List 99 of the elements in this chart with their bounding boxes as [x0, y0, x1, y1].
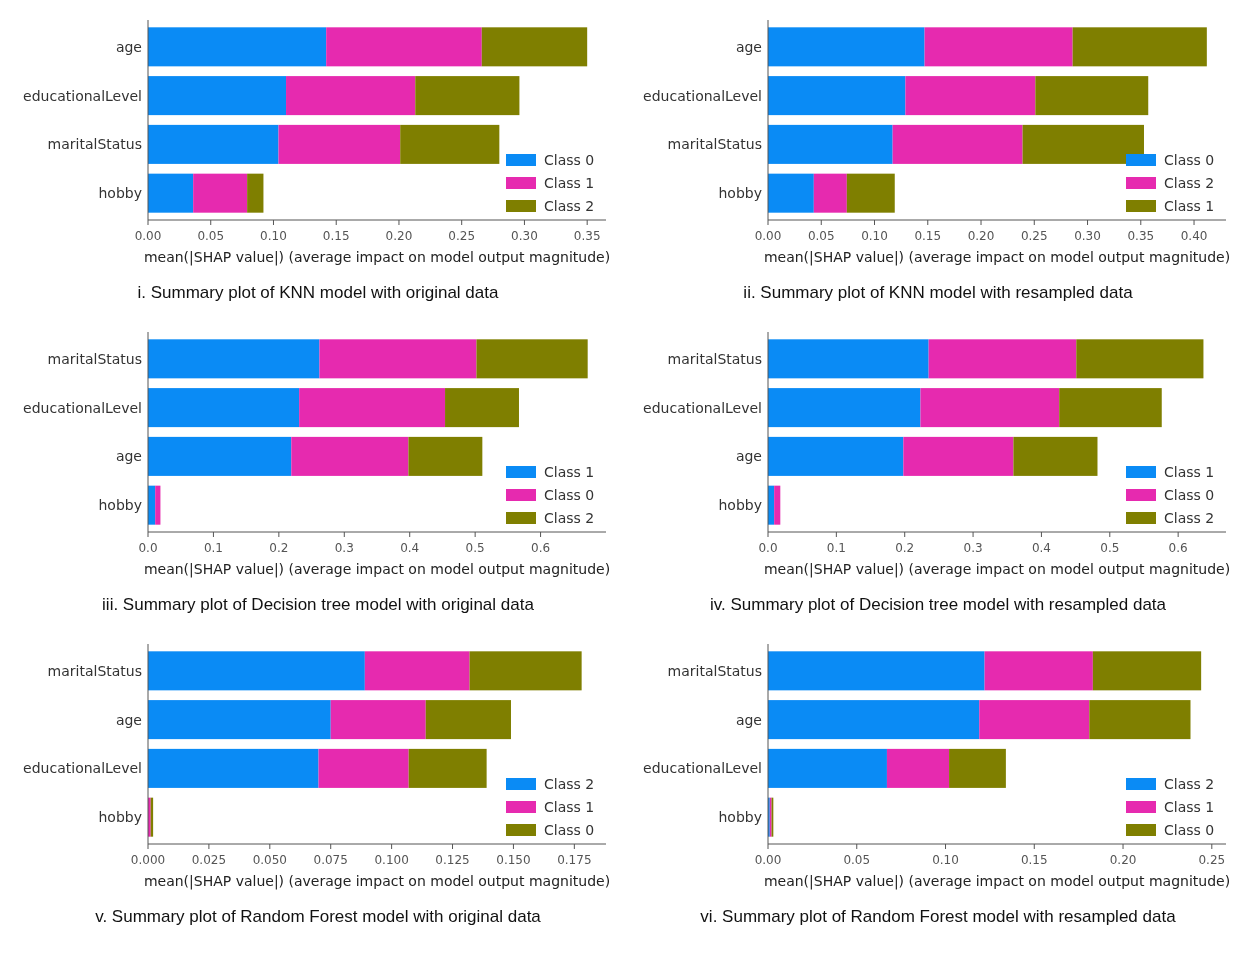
- x-tick-label: 0.175: [557, 853, 592, 867]
- x-tick-label: 0.1: [826, 541, 846, 555]
- x-tick-label: 0.00: [754, 229, 782, 243]
- x-axis-title: mean(|SHAP value|) (average impact on model output magnitude): [763, 249, 1231, 266]
- y-tick-label: maritalStatus: [667, 136, 762, 153]
- x-tick-label: 0.6: [531, 541, 551, 555]
- y-tick-label: educationalLevel: [643, 87, 762, 104]
- y-tick-label: age: [115, 448, 142, 465]
- legend-label: Class 1: [544, 464, 595, 480]
- x-tick-label: 0.05: [807, 229, 835, 243]
- y-tick-label: hobby: [718, 185, 762, 202]
- x-tick-label: 0.25: [448, 229, 476, 243]
- legend-label: Class 2: [1164, 776, 1215, 792]
- legend-label: Class 1: [1164, 464, 1215, 480]
- x-axis-title: mean(|SHAP value|) (average impact on model output magnitude): [763, 873, 1231, 890]
- y-tick-label: hobby: [98, 185, 142, 202]
- y-tick-label: age: [115, 711, 142, 728]
- x-tick-label: 0.2: [269, 541, 289, 555]
- x-tick-label: 0.20: [1109, 853, 1137, 867]
- x-tick-label: 0.15: [1020, 853, 1048, 867]
- y-tick-label: hobby: [98, 497, 142, 514]
- text: iii. Summary plot of Decision tree model with original data: [102, 595, 535, 614]
- text: v. Summary plot of Random Forest model with original data: [95, 907, 542, 926]
- legend-label: Class 2: [544, 776, 595, 792]
- x-tick-label: 0.10: [260, 229, 287, 243]
- x-axis-title: mean(|SHAP value|) (average impact on model output magnitude): [143, 249, 611, 266]
- y-tick-label: hobby: [718, 809, 762, 826]
- legend-label: Class 1: [1164, 799, 1215, 815]
- y-tick-label: educationalLevel: [23, 760, 142, 777]
- y-tick-label: age: [735, 448, 762, 465]
- legend-label: Class 0: [544, 822, 595, 838]
- x-tick-label: 0.025: [191, 853, 227, 867]
- x-tick-label: 0.050: [252, 853, 287, 867]
- x-tick-label: 0.05: [843, 853, 871, 867]
- y-tick-label: maritalStatus: [667, 662, 762, 679]
- y-tick-label: age: [115, 38, 142, 55]
- x-tick-label: 0.40: [1180, 229, 1208, 243]
- x-tick-label: 0.10: [861, 229, 888, 243]
- x-tick-label: 0.05: [197, 229, 225, 243]
- x-tick-label: 0.000: [130, 853, 166, 867]
- x-tick-label: 0.4: [1031, 541, 1051, 555]
- x-tick-label: 0.2: [895, 541, 915, 555]
- x-tick-label: 0.00: [134, 229, 162, 243]
- legend-label: Class 2: [1164, 510, 1215, 526]
- x-tick-label: 0.35: [1127, 229, 1155, 243]
- x-tick-label: 0.0: [758, 541, 778, 555]
- legend-label: Class 0: [544, 487, 595, 503]
- x-tick-label: 0.3: [334, 541, 354, 555]
- x-tick-label: 0.15: [914, 229, 942, 243]
- y-tick-label: hobby: [718, 497, 762, 514]
- x-tick-label: 0.3: [963, 541, 983, 555]
- y-tick-label: maritalStatus: [667, 350, 762, 367]
- text: iv. Summary plot of Decision tree model with resampled data: [709, 595, 1167, 614]
- x-tick-label: 0.00: [754, 853, 782, 867]
- text: ii. Summary plot of KNN model with resampled data: [743, 283, 1134, 302]
- y-tick-label: educationalLevel: [643, 760, 762, 777]
- y-tick-label: maritalStatus: [47, 136, 142, 153]
- x-tick-label: 0.5: [1100, 541, 1120, 555]
- x-tick-label: 0.100: [374, 853, 409, 867]
- x-tick-label: 0.35: [573, 229, 601, 243]
- legend-label: Class 0: [1164, 822, 1215, 838]
- legend-label: Class 0: [1164, 487, 1215, 503]
- y-tick-label: educationalLevel: [23, 87, 142, 104]
- y-tick-label: educationalLevel: [23, 399, 142, 416]
- x-tick-label: 0.25: [1198, 853, 1226, 867]
- x-tick-label: 0.20: [385, 229, 413, 243]
- x-tick-label: 0.6: [1168, 541, 1188, 555]
- x-tick-label: 0.25: [1020, 229, 1048, 243]
- legend-label: Class 1: [1164, 198, 1215, 214]
- text: i. Summary plot of KNN model with original data: [137, 283, 499, 302]
- x-tick-label: 0.125: [435, 853, 470, 867]
- text: vi. Summary plot of Random Forest model with resampled data: [700, 907, 1177, 926]
- x-tick-label: 0.30: [1074, 229, 1101, 243]
- x-tick-label: 0.10: [932, 853, 959, 867]
- legend-label: Class 2: [544, 198, 595, 214]
- x-tick-label: 0.5: [465, 541, 485, 555]
- x-tick-label: 0.0: [138, 541, 158, 555]
- legend-label: Class 2: [544, 510, 595, 526]
- legend-label: Class 1: [544, 799, 595, 815]
- x-axis-title: mean(|SHAP value|) (average impact on model output magnitude): [143, 873, 611, 890]
- legend-label: Class 1: [544, 175, 595, 191]
- x-axis-title: mean(|SHAP value|) (average impact on model output magnitude): [143, 561, 611, 578]
- y-tick-label: age: [735, 38, 762, 55]
- x-tick-label: 0.1: [203, 541, 223, 555]
- y-tick-label: maritalStatus: [47, 662, 142, 679]
- x-tick-label: 0.4: [400, 541, 420, 555]
- x-tick-label: 0.150: [496, 853, 531, 867]
- y-tick-label: educationalLevel: [643, 399, 762, 416]
- legend-label: Class 0: [544, 152, 595, 168]
- x-tick-label: 0.075: [313, 853, 348, 867]
- x-tick-label: 0.30: [511, 229, 538, 243]
- legend-label: Class 2: [1164, 175, 1215, 191]
- x-tick-label: 0.20: [967, 229, 995, 243]
- y-tick-label: age: [735, 711, 762, 728]
- y-tick-label: hobby: [98, 809, 142, 826]
- x-axis-title: mean(|SHAP value|) (average impact on model output magnitude): [763, 561, 1231, 578]
- y-tick-label: maritalStatus: [47, 350, 142, 367]
- x-tick-label: 0.15: [322, 229, 350, 243]
- legend-label: Class 0: [1164, 152, 1215, 168]
